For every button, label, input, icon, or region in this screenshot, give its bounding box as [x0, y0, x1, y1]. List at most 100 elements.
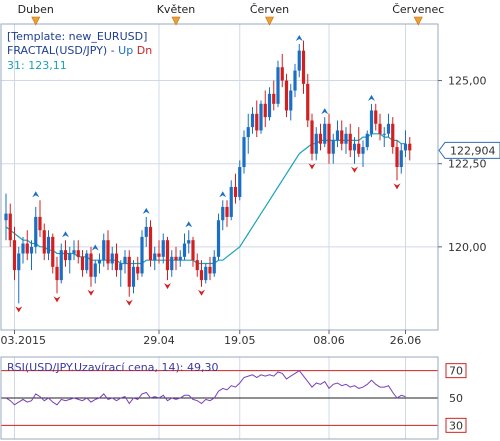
candle-down: [272, 93, 276, 104]
fractal-up-label: Up: [118, 44, 134, 57]
candle-up: [293, 70, 297, 91]
candle-down: [199, 270, 204, 281]
candle-up: [297, 50, 301, 71]
fractal-name: FRACTAL(USD/JPY) -: [7, 44, 115, 57]
rsi-legend: RSI(USD/JPY.Uzavírací cena, 14): 49,30: [7, 361, 219, 374]
candle-up: [238, 167, 242, 197]
fractal-dn-icon: [53, 296, 61, 303]
candle-down: [63, 250, 68, 261]
candle-up: [323, 123, 327, 144]
candle-down: [80, 256, 85, 271]
candle-up: [29, 246, 34, 254]
candle-up: [144, 226, 148, 237]
fractal-up-icon: [32, 191, 40, 198]
candle-down: [127, 256, 131, 287]
candle-down: [374, 110, 378, 124]
fractal-dn-icon: [308, 163, 316, 170]
candle-down: [395, 147, 399, 168]
event-marker-icon: [31, 16, 41, 26]
date-tick-label: 29.04: [143, 334, 175, 347]
candle-up: [21, 243, 25, 254]
price-pane-border: [0, 23, 439, 331]
date-tick-label: 08.06: [313, 334, 345, 347]
rsi-layer: [5, 370, 406, 406]
candle-down: [408, 143, 412, 151]
candle-up: [246, 127, 250, 138]
candle-up: [153, 253, 157, 261]
candle-up: [34, 216, 38, 247]
candle-down: [378, 123, 382, 134]
fractal-dn-label: Dn: [136, 44, 153, 57]
candle-down: [391, 123, 395, 148]
candle-down: [55, 266, 59, 281]
candle-up: [4, 213, 8, 221]
candle-down: [284, 80, 289, 111]
candle-down: [357, 143, 361, 154]
month-label: Červenec: [392, 3, 444, 16]
fractal-dn-icon: [351, 166, 358, 173]
month-label: Květen: [157, 3, 196, 16]
last-price-box: [438, 141, 500, 159]
candle-down: [348, 133, 352, 151]
candle-up: [361, 147, 365, 154]
price-tick-label: 120,00: [448, 241, 487, 254]
candle-up: [85, 253, 89, 271]
candle-up: [131, 266, 136, 287]
candle-down: [191, 240, 195, 261]
candle-down: [174, 256, 178, 261]
rsi-level-label: 30: [449, 419, 463, 432]
date-tick-label: 26.06: [390, 334, 422, 347]
candle-up: [140, 236, 144, 274]
date-tick-label: 20.03.2015: [0, 334, 46, 347]
candle-down: [306, 83, 310, 121]
rsi-level-label: 50: [449, 392, 463, 405]
candle-up: [369, 110, 374, 134]
fractal-dn-icon: [198, 289, 205, 296]
candle-up: [72, 250, 76, 254]
candle-up: [93, 263, 97, 277]
fractal-up-icon: [368, 94, 375, 101]
candle-up: [403, 143, 408, 151]
candle-up: [204, 266, 208, 281]
candle-up: [97, 260, 102, 264]
candle-down: [25, 243, 29, 254]
candle-down: [208, 266, 212, 274]
candle-down: [165, 240, 170, 271]
event-marker-icon: [171, 16, 181, 26]
month-label: Červen: [250, 3, 289, 16]
candle-up: [335, 130, 340, 141]
price-tick-label: 122,50: [448, 158, 487, 171]
candle-down: [233, 186, 238, 197]
candle-up: [314, 133, 318, 154]
candle-down: [263, 103, 267, 118]
date-axis: 20.03.2015 29.04 19.05 08.06 26.06: [0, 330, 421, 347]
candle-down: [327, 123, 331, 154]
candle-up: [399, 150, 403, 168]
candles-layer: [4, 40, 412, 304]
fractal-up-icon: [142, 207, 150, 214]
template-label: [Template: new_EURUSD]: [7, 30, 148, 43]
fractal-dn-icon: [15, 306, 23, 313]
candle-up: [344, 133, 348, 144]
fractal-legend: FRACTAL(USD/JPY) - Up Dn: [7, 44, 152, 57]
rsi-level-box: [445, 417, 467, 433]
candle-up: [276, 67, 280, 104]
candle-down: [12, 240, 17, 271]
candle-down: [157, 253, 161, 257]
candle-up: [110, 253, 114, 264]
candle-up: [119, 263, 123, 271]
candle-up: [242, 137, 246, 168]
date-tick-label: 19.05: [224, 334, 256, 347]
candle-up: [382, 133, 386, 135]
moving-average-legend: 31: 123,11: [7, 59, 67, 72]
candle-up: [68, 253, 72, 261]
candle-up: [365, 133, 369, 148]
candle-up: [187, 240, 191, 244]
fractal-up-icon: [295, 34, 303, 41]
rsi-grid: [1, 357, 438, 439]
candle-down: [76, 250, 80, 257]
candle-up: [212, 256, 216, 274]
candle-up: [123, 256, 127, 264]
candle-up: [331, 140, 335, 154]
